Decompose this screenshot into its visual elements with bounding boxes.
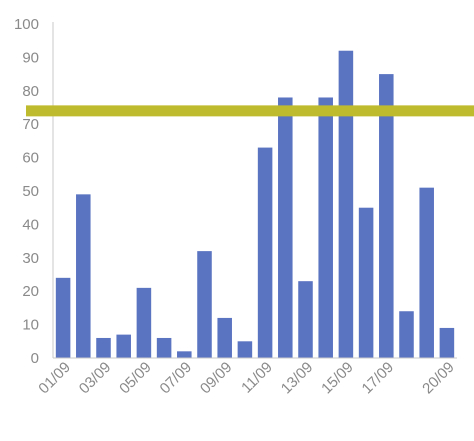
y-tick-label: 50 (22, 183, 39, 200)
bar (318, 97, 333, 358)
y-tick-label: 40 (22, 216, 39, 233)
bar (136, 287, 152, 358)
x-tick-label: 05/09 (116, 359, 155, 398)
y-tick-label: 0 (31, 350, 39, 367)
bar (358, 207, 374, 358)
y-tick-label: 60 (22, 150, 39, 167)
y-tick-label: 70 (22, 116, 39, 133)
x-tick-label: 11/09 (238, 359, 276, 397)
x-tick-label: 17/09 (359, 359, 398, 398)
bar (278, 97, 293, 358)
bar (197, 251, 212, 358)
bar (257, 147, 273, 358)
y-tick-label: 90 (22, 49, 39, 66)
x-axis: 01/09 03/09 05/09 07/09 09/09 11/09 13/09 15/09… (35, 357, 458, 398)
bar (237, 341, 253, 358)
y-tick-label: 20 (22, 283, 39, 300)
x-tick-label: 09/09 (197, 359, 236, 398)
bar (55, 277, 71, 358)
bar (96, 337, 111, 358)
x-tick-label: 07/09 (157, 359, 196, 398)
bar (379, 74, 394, 358)
x-tick-label: 13/09 (278, 359, 317, 398)
bar (116, 334, 131, 358)
bar (76, 194, 91, 358)
y-tick-label: 80 (22, 83, 39, 100)
x-tick-label: 15/09 (318, 359, 357, 398)
bar (298, 281, 313, 358)
y-axis: 0 10 20 30 40 50 60 70 80 90 100 (14, 16, 54, 367)
bar-series (55, 50, 455, 358)
x-tick-label: 01/09 (35, 359, 74, 398)
bar (399, 311, 414, 358)
x-tick-label: 03/09 (76, 359, 115, 398)
bar (156, 337, 172, 358)
bar (217, 317, 232, 358)
y-tick-label: 10 (22, 317, 39, 334)
bar (338, 50, 354, 358)
y-tick-label: 100 (14, 16, 39, 33)
y-tick-label: 30 (22, 250, 39, 267)
bar (439, 327, 455, 358)
bar (177, 351, 192, 358)
bar (419, 187, 434, 358)
x-tick-label: 20/09 (419, 359, 458, 398)
